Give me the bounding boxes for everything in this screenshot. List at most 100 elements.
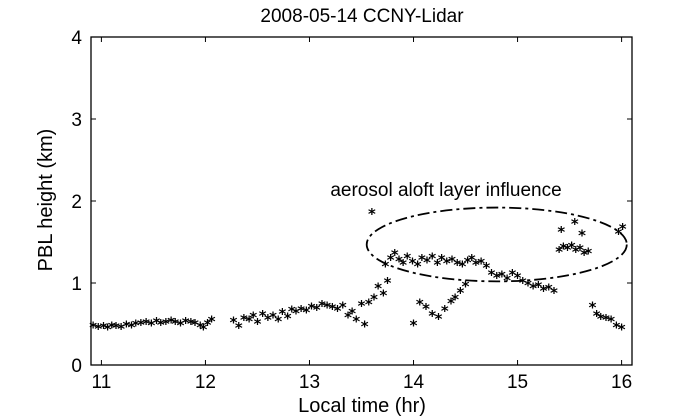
data-point: * bbox=[437, 251, 446, 269]
data-point: * bbox=[333, 302, 342, 320]
data-point: * bbox=[142, 315, 151, 333]
data-point: * bbox=[440, 302, 449, 320]
data-point: * bbox=[601, 311, 610, 329]
data-point: * bbox=[428, 307, 437, 325]
data-point: * bbox=[592, 307, 601, 325]
data-point: * bbox=[451, 290, 460, 308]
x-axis-label: Local time (hr) bbox=[298, 395, 426, 417]
data-point: * bbox=[152, 314, 161, 332]
data-point: * bbox=[529, 280, 538, 298]
data-point: * bbox=[176, 317, 185, 335]
data-point: * bbox=[99, 319, 108, 337]
data-point: * bbox=[283, 309, 292, 327]
data-point: * bbox=[352, 313, 361, 331]
data-point: * bbox=[575, 241, 584, 259]
data-point: * bbox=[563, 241, 572, 259]
data-point: * bbox=[367, 205, 376, 223]
data-point: * bbox=[433, 256, 442, 274]
data-point: * bbox=[307, 299, 316, 317]
data-point: * bbox=[513, 269, 522, 287]
data-point: * bbox=[161, 315, 170, 333]
data-point: * bbox=[463, 254, 472, 272]
data-point: * bbox=[122, 317, 131, 335]
data-point: * bbox=[348, 304, 357, 322]
data-point: * bbox=[482, 259, 491, 277]
data-point: * bbox=[428, 249, 437, 267]
data-point: * bbox=[207, 313, 216, 331]
data-point: * bbox=[234, 319, 243, 337]
data-point: * bbox=[578, 226, 587, 244]
data-point: * bbox=[203, 316, 212, 334]
data-point: * bbox=[379, 286, 388, 304]
data-point: * bbox=[89, 318, 98, 336]
data-point: * bbox=[287, 303, 296, 321]
data-point: * bbox=[381, 258, 390, 276]
data-point: * bbox=[186, 315, 195, 333]
data-point: * bbox=[107, 318, 116, 336]
data-point: * bbox=[534, 278, 543, 296]
data-point: * bbox=[357, 297, 366, 315]
data-point: * bbox=[408, 254, 417, 272]
data-point: * bbox=[549, 284, 558, 302]
data-point: * bbox=[596, 310, 605, 328]
x-tick-label: 12 bbox=[195, 372, 216, 393]
data-point: * bbox=[239, 311, 248, 329]
data-point: * bbox=[403, 249, 412, 267]
data-point: * bbox=[263, 311, 272, 329]
data-point: * bbox=[617, 321, 626, 339]
axis-ticks bbox=[91, 36, 632, 366]
data-point: * bbox=[544, 281, 553, 299]
data-point: * bbox=[136, 316, 145, 334]
x-tick-label: 14 bbox=[403, 372, 425, 393]
data-point: * bbox=[453, 256, 462, 274]
data-point: * bbox=[390, 246, 399, 264]
data-point: * bbox=[196, 318, 205, 336]
y-tick-label: 2 bbox=[71, 192, 82, 213]
data-point: * bbox=[258, 307, 267, 325]
data-points: ************************** **************… bbox=[89, 205, 628, 339]
data-point: * bbox=[302, 304, 311, 322]
data-point: * bbox=[374, 280, 383, 298]
data-point: * bbox=[471, 256, 480, 274]
data-point: * bbox=[555, 243, 564, 261]
data-point: * bbox=[409, 317, 418, 335]
data-point: * bbox=[415, 295, 424, 313]
data-point: * bbox=[458, 258, 467, 276]
data-point: * bbox=[274, 313, 283, 331]
data-point: * bbox=[394, 253, 403, 271]
data-point: * bbox=[199, 321, 208, 339]
data-point: * bbox=[269, 308, 278, 326]
data-point: * bbox=[360, 317, 369, 335]
y-axis-label: PBL height (km) bbox=[35, 129, 57, 272]
data-point: * bbox=[461, 277, 470, 295]
data-point: * bbox=[434, 310, 443, 328]
data-point: * bbox=[584, 244, 593, 262]
data-point: * bbox=[312, 301, 321, 319]
data-point: * bbox=[487, 266, 496, 284]
data-point: * bbox=[497, 267, 506, 285]
data-point: * bbox=[417, 251, 426, 269]
data-point: * bbox=[614, 225, 623, 243]
data-point: * bbox=[156, 316, 165, 334]
data-point: * bbox=[559, 240, 568, 258]
data-point: * bbox=[131, 317, 140, 335]
y-tick-label: 4 bbox=[71, 28, 82, 49]
data-point: * bbox=[423, 254, 432, 272]
data-point: * bbox=[171, 315, 180, 333]
data-point: * bbox=[503, 272, 512, 290]
data-point: * bbox=[117, 320, 126, 338]
data-point: * bbox=[127, 318, 136, 336]
data-point: * bbox=[567, 239, 576, 257]
data-point: * bbox=[508, 266, 517, 284]
data-point: * bbox=[456, 284, 465, 302]
data-point: * bbox=[442, 254, 451, 272]
data-point: * bbox=[618, 220, 627, 238]
data-point: * bbox=[338, 299, 347, 317]
data-point: * bbox=[518, 274, 527, 292]
data-point: * bbox=[245, 313, 254, 331]
data-point: * bbox=[492, 269, 501, 287]
y-tick-label: 0 bbox=[71, 356, 82, 377]
x-tick-label: 15 bbox=[507, 372, 528, 393]
